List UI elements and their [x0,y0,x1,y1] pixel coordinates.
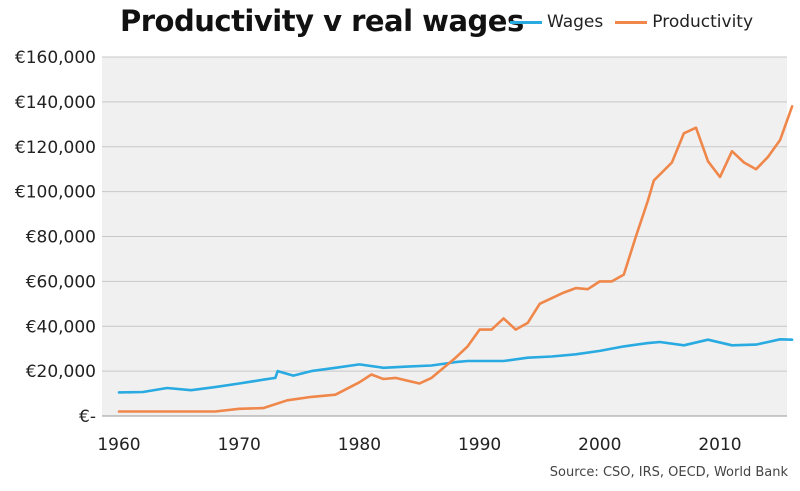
series-lines [117,105,794,413]
x-tick-label: 1970 [218,435,261,455]
y-tick-label: €160,000 [15,48,96,68]
y-tick-label: €100,000 [15,183,96,203]
x-tick-label: 2000 [578,435,621,455]
y-tick-label: €20,000 [26,362,96,382]
x-tick-label: 1960 [97,435,140,455]
y-tick-label: €120,000 [15,138,96,158]
y-tick-label: €80,000 [26,228,96,248]
series-line-productivity [117,105,794,413]
legend-swatch-wages [510,20,542,24]
y-tick-label: €60,000 [26,272,96,292]
legend-swatch-productivity [615,20,648,24]
chart-title: Productivity v real wages [120,4,524,38]
y-axis-labels: €- €20,000 €40,000 €60,000 €80,000 €100,000 €1… [15,48,96,427]
legend-label-wages: Wages [547,12,604,32]
x-tick-label: 2010 [698,435,741,455]
x-tick-label: 1980 [338,435,381,455]
y-tick-label: €140,000 [15,93,96,113]
chart-legend: Wages Productivity [510,12,765,32]
legend-item-wages: Wages [510,12,603,32]
y-tick-label: €- [79,407,96,427]
x-tick-label: 1990 [458,435,501,455]
x-axis-labels: 1960 1970 1980 1990 2000 2010 [97,435,741,455]
source-note: Source: CSO, IRS, OECD, World Bank [549,465,788,480]
y-tick-label: €40,000 [26,317,96,337]
gridlines [102,56,787,417]
series-line-wages [117,337,794,394]
legend-label-productivity: Productivity [652,12,754,32]
legend-item-productivity: Productivity [615,12,753,32]
